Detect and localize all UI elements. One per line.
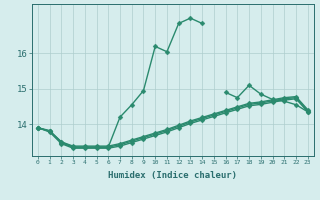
- X-axis label: Humidex (Indice chaleur): Humidex (Indice chaleur): [108, 171, 237, 180]
